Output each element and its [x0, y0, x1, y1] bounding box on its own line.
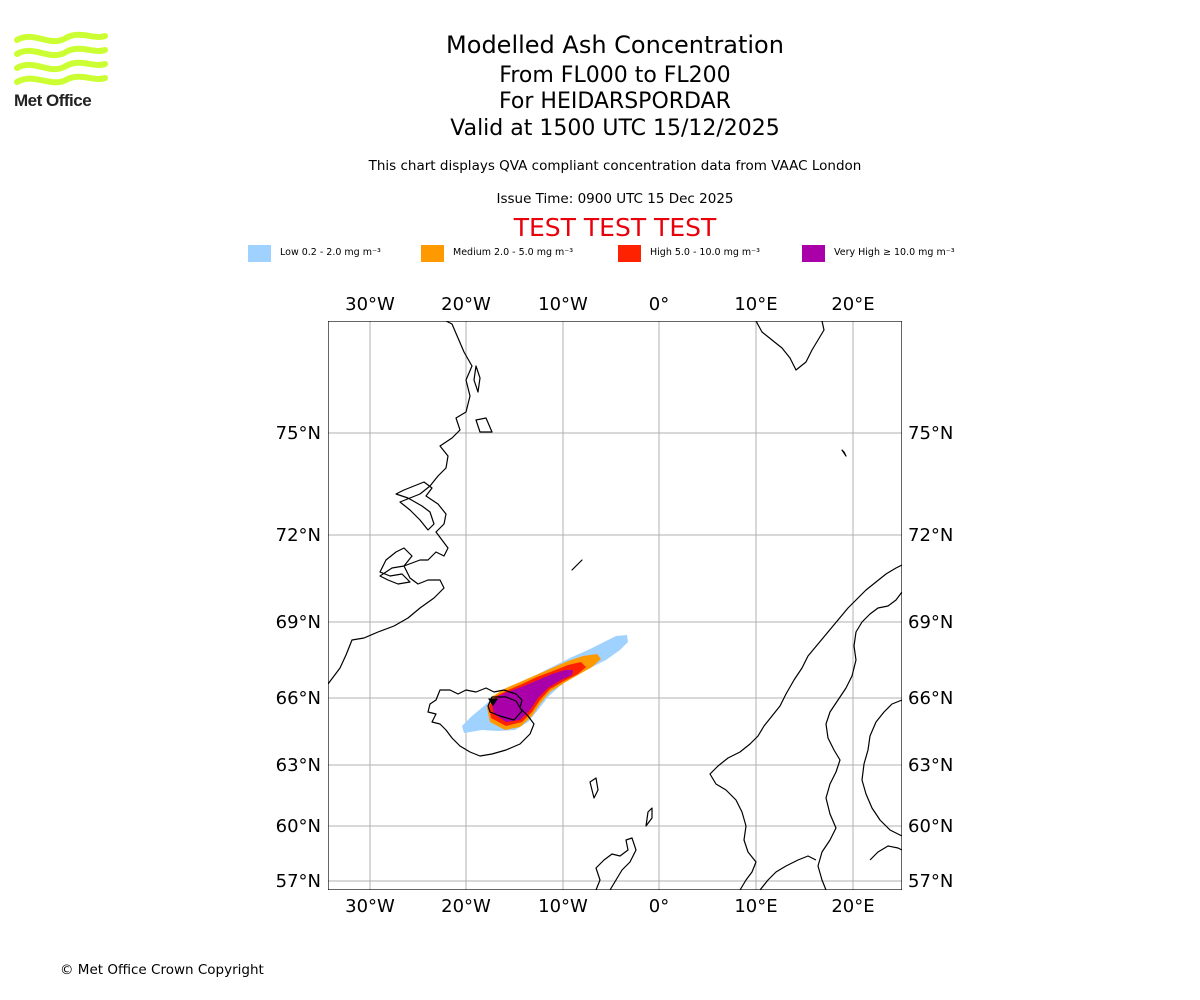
copyright-notice: © Met Office Crown Copyright [60, 962, 264, 978]
valid-time: Valid at 1500 UTC 15/12/2025 [450, 116, 780, 141]
finland-coast [869, 845, 902, 861]
left-lat-label-75n: 75°N [276, 423, 321, 444]
legend-swatch-high [618, 245, 641, 262]
norway-coastline [709, 564, 902, 890]
right-lat-label-66n: 66°N [908, 688, 953, 709]
legend-label-very-high: Very High ≥ 10.0 mg m⁻³ [834, 247, 955, 258]
left-lat-label-66n: 66°N [276, 688, 321, 709]
scotland-coastline [595, 837, 637, 890]
volcano-outline [487, 696, 523, 721]
top-lon-label-30w: 30°W [345, 294, 395, 315]
jan-mayen [571, 559, 583, 571]
right-lat-label-69n: 69°N [908, 612, 953, 633]
left-lat-label-60n: 60°N [276, 816, 321, 837]
top-lon-label-10w: 10°W [538, 294, 588, 315]
graticule [328, 321, 902, 890]
bottom-lon-label-20w: 20°W [441, 896, 491, 917]
legend-swatch-very-high [802, 245, 825, 262]
top-lon-label-20e: 20°E [831, 294, 874, 315]
coastlines [328, 321, 902, 890]
issue-time: Issue Time: 0900 UTC 15 Dec 2025 [496, 191, 734, 207]
greenland-inner-fjord [473, 365, 481, 393]
legend-label-low: Low 0.2 - 2.0 mg m⁻³ [280, 247, 381, 258]
met-office-logo: Met Office [14, 30, 108, 112]
top-lon-label-10e: 10°E [734, 294, 777, 315]
left-lat-label-57n: 57°N [276, 871, 321, 892]
bottom-lon-label-20e: 20°E [831, 896, 874, 917]
top-lon-label-0: 0° [649, 294, 669, 315]
faroe-islands [589, 777, 599, 799]
svalbard-coastline [755, 321, 825, 371]
legend-label-high: High 5.0 - 10.0 mg m⁻³ [650, 247, 760, 258]
sweden-coast [861, 699, 902, 837]
chart-description: This chart displays QVA compliant concen… [368, 158, 862, 174]
scandinavia-south-coast [759, 855, 817, 890]
right-lat-label-72n: 72°N [908, 525, 953, 546]
bottom-lon-label-10w: 10°W [538, 896, 588, 917]
bear-island [841, 449, 847, 457]
ash-very-high-region [492, 670, 573, 722]
right-lat-label-57n: 57°N [908, 871, 953, 892]
legend-swatch-low [248, 245, 271, 262]
top-lon-label-20w: 20°W [441, 294, 491, 315]
legend-swatch-medium [421, 245, 444, 262]
bottom-lon-label-10e: 10°E [734, 896, 777, 917]
greenland-coastal-island [475, 417, 493, 433]
volcano-name: For HEIDARSPORDAR [499, 89, 731, 114]
left-lat-label-69n: 69°N [276, 612, 321, 633]
left-lat-label-72n: 72°N [276, 525, 321, 546]
right-lat-label-60n: 60°N [908, 816, 953, 837]
legend-label-medium: Medium 2.0 - 5.0 mg m⁻³ [453, 247, 574, 258]
right-lat-label-63n: 63°N [908, 755, 953, 776]
logo-wordmark: Met Office [14, 91, 92, 110]
greenland-coastline [328, 321, 473, 685]
left-lat-label-63n: 63°N [276, 755, 321, 776]
met-office-wave-icon [14, 31, 108, 86]
left-lat-labels: 75°N 72°N 69°N 66°N 63°N 60°N 57°N [276, 423, 321, 892]
bottom-lon-label-0: 0° [649, 896, 669, 917]
flight-level-range: From FL000 to FL200 [499, 63, 731, 88]
iceland-coastline [427, 687, 535, 757]
right-lat-labels: 75°N 72°N 69°N 66°N 63°N 60°N 57°N [908, 423, 953, 892]
bottom-lon-label-30w: 30°W [345, 896, 395, 917]
test-banner: TEST TEST TEST [513, 213, 717, 242]
chart-title: Modelled Ash Concentration [446, 31, 784, 59]
top-lon-labels: 30°W 20°W 10°W 0° 10°E 20°E [345, 294, 874, 315]
map-frame [328, 321, 902, 890]
ash-plume [462, 635, 628, 733]
shetland-islands [645, 807, 653, 827]
bottom-lon-labels: 30°W 20°W 10°W 0° 10°E 20°E [345, 896, 874, 917]
scandinavia-inner-coast [817, 591, 902, 890]
right-lat-label-75n: 75°N [908, 423, 953, 444]
